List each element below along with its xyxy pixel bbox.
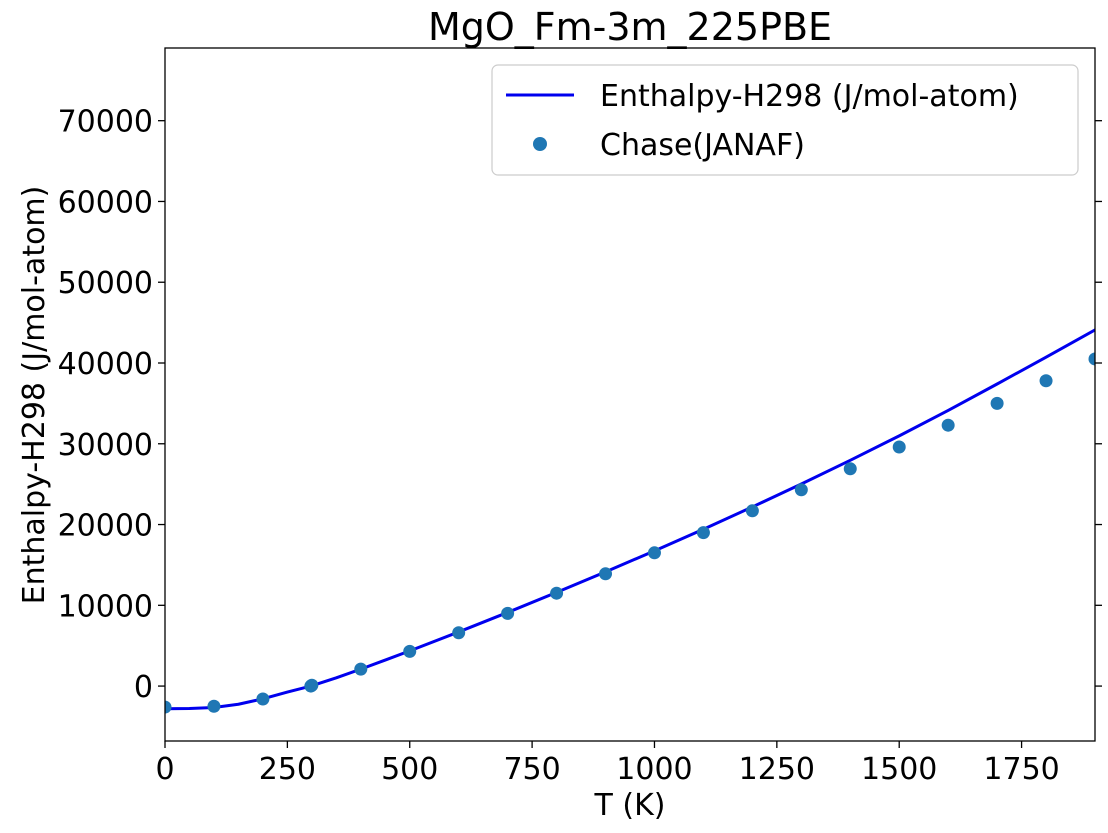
scatter-point-chase-1 [207, 699, 221, 713]
scatter-point-chase-5 [354, 662, 368, 676]
x-tick-label-5: 1250 [739, 752, 815, 787]
y-tick-label-2: 20000 [58, 509, 153, 544]
x-tick-label-0: 0 [155, 752, 174, 787]
legend-label-chase: Chase(JANAF) [600, 128, 805, 163]
scatter-point-chase-15 [843, 462, 857, 476]
y-axis: 0 10000 20000 30000 40000 50000 60000 70000 [58, 105, 1102, 705]
x-tick-label-4: 1000 [616, 752, 692, 787]
scatter-point-chase-6 [403, 644, 417, 658]
y-tick-label-0: 0 [134, 670, 153, 705]
scatter-point-chase-11 [647, 546, 661, 560]
scatter-point-chase-9 [550, 586, 564, 600]
y-tick-label-5: 50000 [58, 266, 153, 301]
scatter-point-chase-18 [990, 396, 1004, 410]
y-axis-label: Enthalpy-H298 (J/mol-atom) [17, 186, 52, 605]
scatter-point-chase-14 [794, 483, 808, 497]
scatter-point-chase-12 [696, 526, 710, 540]
legend-label-enthalpy: Enthalpy-H298 (J/mol-atom) [600, 79, 1019, 114]
y-tick-label-6: 60000 [58, 185, 153, 220]
x-tick-label-3: 750 [503, 752, 560, 787]
scatter-point-chase-7 [452, 626, 466, 640]
legend-box [491, 64, 1079, 176]
x-tick-label-7: 1750 [983, 752, 1059, 787]
scatter-point-chase-17 [941, 418, 955, 432]
y-tick-label-3: 30000 [58, 428, 153, 463]
scatter-point-chase-16 [892, 440, 906, 454]
chart-title: MgO_Fm-3m_225PBE [428, 5, 832, 49]
y-tick-label-1: 10000 [58, 589, 153, 624]
y-tick-label-4: 40000 [58, 347, 153, 382]
scatter-point-chase-0 [165, 700, 172, 714]
plot-area [165, 328, 1095, 714]
series-line-enthalpy [165, 328, 1095, 711]
scatter-point-chase-10 [599, 567, 613, 581]
scatter-point-chase-8 [501, 606, 515, 620]
x-tick-label-6: 1500 [861, 752, 937, 787]
scatter-point-chase-19 [1039, 374, 1053, 388]
legend-marker-swatch [533, 137, 547, 151]
scatter-point-chase-20 [1088, 352, 1095, 366]
x-axis-label: T (K) [594, 788, 666, 823]
scatter-point-chase-2 [256, 692, 270, 706]
legend: Enthalpy-H298 (J/mol-atom) Chase(JANAF) [491, 64, 1079, 176]
scatter-point-chase-4 [305, 678, 319, 692]
y-tick-label-7: 70000 [58, 105, 153, 140]
x-tick-label-2: 500 [381, 752, 438, 787]
x-axis: 0 250 500 750 1000 1250 1500 1750 [155, 741, 1060, 787]
scatter-point-chase-13 [745, 504, 759, 518]
x-tick-label-1: 250 [259, 752, 316, 787]
plot-frame [164, 47, 1096, 742]
